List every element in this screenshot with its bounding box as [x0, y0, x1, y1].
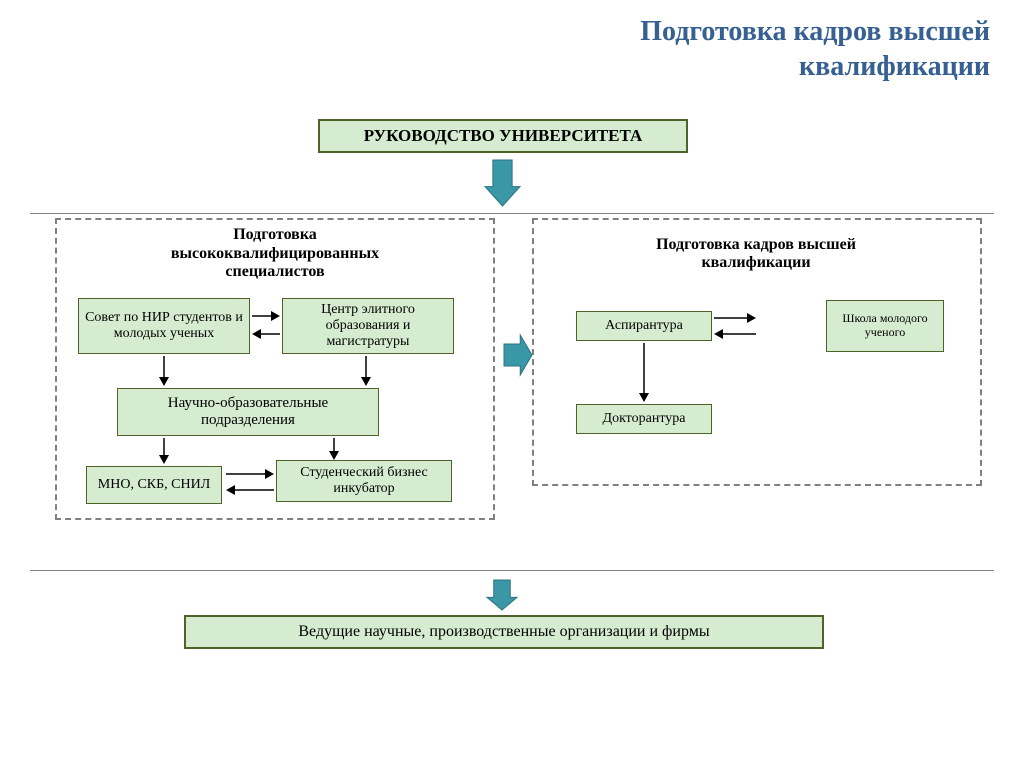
- thin-arrows-layer: [0, 0, 1024, 768]
- slide-root: { "title": { "text": "Подготовка кадров …: [0, 0, 1024, 768]
